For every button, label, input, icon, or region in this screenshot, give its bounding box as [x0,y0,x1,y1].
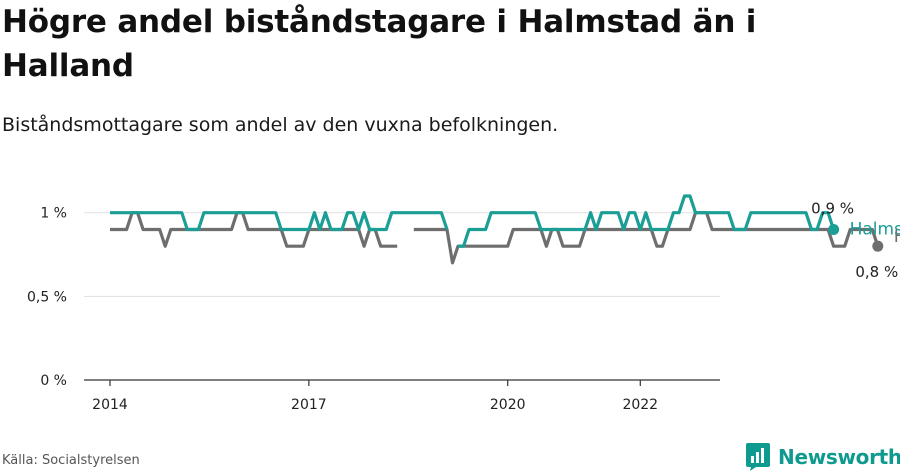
series-line-halland [110,211,880,265]
x-tick-label: 2020 [490,397,526,413]
brand-logo[interactable]: Newsworthy [745,441,900,473]
y-tick-label: 0,5 % [27,289,67,305]
x-tick-label: 2017 [291,397,327,413]
x-tick-label: 2014 [92,397,128,413]
end-value-label: 0,8 % [855,263,898,281]
source-note: Källa: Socialstyrelsen [2,453,140,468]
end-point [828,223,840,235]
series-line-halmstad [110,194,836,248]
end-value-label: 0,9 % [811,199,854,217]
series-name-label: Halmstads kommun [850,219,900,239]
x-tick-label: 2022 [622,397,658,413]
y-tick-label: 1 % [40,206,67,222]
brand-name: Newsworthy [778,445,900,469]
end-point [872,240,884,252]
series-name-label: Hallands län [894,227,900,247]
newsworthy-logo-icon [746,443,770,471]
chart-subtitle: Biståndsmottagare som andel av den vuxna… [2,114,559,136]
chart-title: Högre andel biståndstagare i Halmstad än… [2,4,757,84]
y-tick-label: 0 % [40,373,67,389]
